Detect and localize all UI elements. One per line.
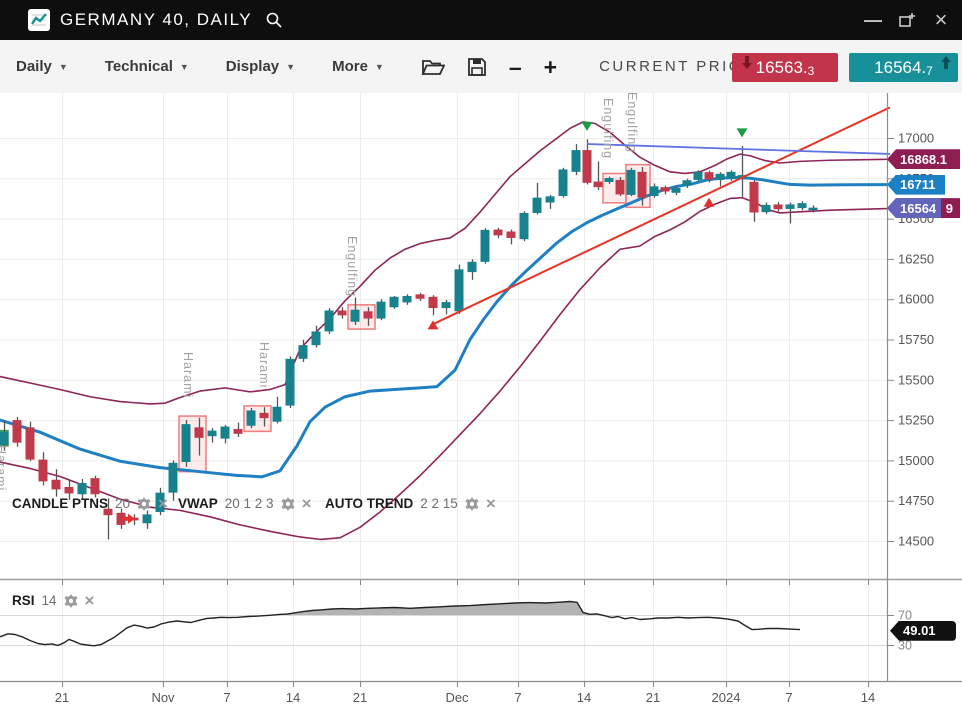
pattern-label-engulfing: Engulfing	[601, 98, 615, 160]
legend-candle-patterns: CANDLE PTNS 20 ×	[12, 494, 168, 513]
legend-auto-trend: AUTO TREND 2 2 15 ×	[325, 494, 496, 513]
svg-text:15750: 15750	[898, 332, 934, 347]
price-chart-canvas: 21Nov71421Dec714212024714170001675016500…	[0, 93, 962, 705]
buy-price-button[interactable]: 16564. 7	[849, 53, 958, 82]
zoom-out-icon[interactable]: –	[508, 53, 522, 80]
svg-text:17000: 17000	[898, 131, 934, 146]
svg-text:21: 21	[646, 690, 660, 705]
rsi-value-tag: 49.01	[890, 620, 956, 641]
legend-name: CANDLE PTNS	[12, 496, 109, 511]
close-icon[interactable]: ×	[158, 494, 168, 513]
current-price-label: CURRENT PRICE:	[599, 58, 762, 75]
technical-dropdown[interactable]: Technical ▼	[104, 58, 189, 75]
svg-text:14500: 14500	[898, 534, 934, 549]
close-icon[interactable]: ×	[485, 494, 496, 513]
svg-text:2024: 2024	[712, 690, 741, 705]
vwap-tag: 16711	[887, 174, 945, 195]
legend-vwap: VWAP 20 1 2 3 ×	[178, 494, 312, 513]
svg-text:7: 7	[223, 690, 230, 705]
svg-text:Nov: Nov	[151, 690, 175, 705]
svg-text:15000: 15000	[898, 453, 934, 468]
chart-app-icon	[28, 9, 50, 31]
gear-icon[interactable]	[281, 496, 295, 511]
legend-params: 14	[41, 593, 57, 608]
svg-text:14: 14	[861, 690, 875, 705]
toolbar: Daily ▼ Technical ▼ Display ▼ More ▼ – + CUR…	[0, 40, 962, 93]
legend-params: 20	[115, 496, 131, 511]
upper-band-tag: 16868.1	[887, 149, 960, 170]
pattern-marker-tri-up	[427, 320, 439, 330]
svg-text:21: 21	[353, 690, 367, 705]
arrow-down-icon	[742, 56, 752, 69]
pattern-marker-arrow-right	[122, 513, 135, 524]
close-icon[interactable]: ×	[301, 494, 312, 513]
pattern-label-engulfing: Engulfing	[345, 236, 359, 298]
legend-name: RSI	[12, 593, 35, 608]
svg-text:14750: 14750	[898, 493, 934, 508]
arrow-up-icon	[941, 56, 951, 69]
sell-price-button[interactable]: 16563. 3	[732, 53, 838, 82]
svg-text:15250: 15250	[898, 413, 934, 428]
timeframe-dropdown[interactable]: Daily ▼	[16, 58, 68, 75]
svg-text:21: 21	[55, 690, 69, 705]
svg-text:Dec: Dec	[445, 690, 469, 705]
pattern-marker-tri-down	[581, 121, 593, 131]
search-icon[interactable]	[264, 10, 284, 30]
last-price-tag: 16564	[887, 198, 941, 219]
svg-text:15500: 15500	[898, 372, 934, 387]
pattern-label-harami: Harami	[257, 342, 271, 389]
svg-text:14: 14	[286, 690, 300, 705]
svg-text:16000: 16000	[898, 292, 934, 307]
pattern-label-harami: Harami	[181, 352, 195, 399]
gear-icon[interactable]	[64, 593, 78, 608]
svg-text:7: 7	[514, 690, 521, 705]
legend-params: 20 1 2 3	[224, 496, 274, 511]
legend-params: 2 2 15	[420, 496, 458, 511]
chevron-down-icon: ▼	[374, 61, 384, 72]
svg-text:7: 7	[785, 690, 792, 705]
pattern-marker-tri-up	[703, 197, 715, 207]
display-dropdown[interactable]: Display ▼	[225, 58, 296, 75]
titlebar: GERMANY 40, DAILY — ×	[0, 0, 962, 40]
legend-name: AUTO TREND	[325, 496, 414, 511]
chart-area: 21Nov71421Dec714212024714170001675016500…	[0, 93, 962, 711]
open-folder-icon[interactable]	[421, 57, 445, 77]
close-icon[interactable]: ×	[84, 591, 95, 610]
close-icon[interactable]: ×	[934, 7, 948, 32]
save-icon[interactable]	[467, 57, 487, 77]
gear-icon[interactable]	[137, 496, 151, 511]
instrument-title: GERMANY 40, DAILY	[60, 10, 253, 29]
pattern-label-harami: Harami	[0, 445, 8, 492]
more-dropdown[interactable]: More ▼	[332, 58, 384, 75]
candles	[0, 139, 818, 540]
svg-text:70: 70	[898, 609, 912, 623]
svg-text:14: 14	[577, 690, 591, 705]
legend-rsi: RSI 14 ×	[12, 591, 95, 610]
legend-name: VWAP	[178, 496, 218, 511]
svg-text:30: 30	[898, 639, 912, 653]
chevron-down-icon: ▼	[58, 61, 68, 72]
pattern-marker-tri-down	[736, 128, 748, 138]
minimize-button[interactable]: —	[864, 9, 882, 30]
pattern-label-engulfing: Engulfing	[625, 93, 639, 154]
chevron-down-icon: ▼	[286, 61, 296, 72]
gear-icon[interactable]	[465, 496, 479, 511]
chevron-down-icon: ▼	[179, 61, 189, 72]
svg-text:16250: 16250	[898, 251, 934, 266]
popout-button[interactable]	[894, 7, 920, 33]
zoom-in-icon[interactable]: +	[543, 53, 558, 80]
